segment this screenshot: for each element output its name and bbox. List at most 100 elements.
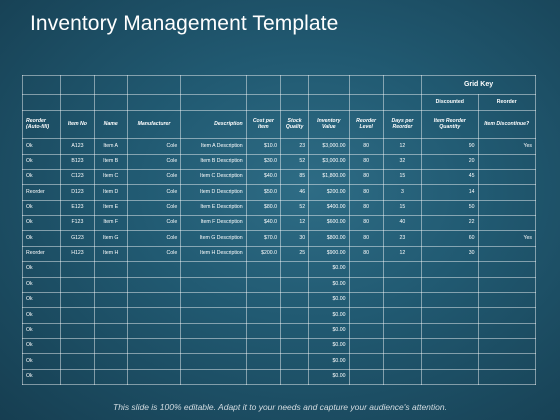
cell-inventory-value: $0.00	[308, 307, 350, 324]
cell-reorder-quantity: 30	[421, 245, 479, 263]
cell-description	[180, 291, 247, 309]
cell-days-per-reorder	[382, 353, 423, 370]
cell-reorder-quantity	[421, 368, 479, 386]
table-row: Ok $0.00	[21, 276, 536, 293]
cell-reorder-status: Ok	[21, 169, 62, 186]
cell-discontinue	[477, 245, 536, 263]
cell-manufacturer	[126, 276, 182, 293]
cell-description	[180, 368, 247, 386]
cell-days-per-reorder: 12	[382, 245, 423, 263]
empty-cell	[279, 74, 310, 96]
cell-item-no: C123	[60, 169, 95, 186]
cell-cost: $200.0	[245, 245, 281, 263]
empty-cell	[60, 94, 95, 111]
cell-item-no: D123	[60, 184, 95, 201]
empty-cell	[180, 94, 247, 111]
cell-inventory-value: $200.00	[308, 184, 350, 201]
header-inventory-value: Inventory Value	[308, 109, 350, 140]
cell-description: Item B Description	[180, 153, 247, 171]
cell-name	[93, 322, 128, 339]
cell-cost: $30.0	[245, 153, 281, 171]
cell-manufacturer	[126, 337, 182, 355]
table-row: Ok E123 Item E Cole Item E Description $80.0 5…	[21, 199, 536, 217]
empty-cell	[93, 74, 128, 96]
cell-name: Item E	[93, 199, 128, 217]
cell-stock: 85	[279, 169, 310, 186]
cell-item-no: A123	[60, 138, 95, 155]
empty-cell	[60, 74, 95, 96]
cell-stock	[279, 276, 310, 293]
cell-item-no	[60, 276, 95, 293]
cell-days-per-reorder	[382, 307, 423, 324]
cell-manufacturer	[126, 353, 182, 370]
grid-key-subheader-row: Discounted Reorder	[21, 94, 536, 111]
grid-key-title: Grid Key	[421, 74, 536, 96]
cell-reorder-status: Ok	[21, 291, 62, 309]
cell-stock: 46	[279, 184, 310, 201]
cell-inventory-value: $600.00	[308, 215, 350, 232]
grid-key-reorder: Reorder	[477, 94, 536, 111]
cell-discontinue	[477, 353, 536, 370]
empty-cell	[382, 74, 423, 96]
cell-cost: $50.0	[245, 184, 281, 201]
cell-reorder-status: Ok	[21, 307, 62, 324]
cell-stock: 12	[279, 215, 310, 232]
cell-discontinue	[477, 153, 536, 171]
cell-description	[180, 307, 247, 324]
cell-item-no: H123	[60, 245, 95, 263]
cell-reorder-level	[348, 322, 384, 339]
cell-manufacturer: Cole	[126, 169, 182, 186]
cell-inventory-value: $400.00	[308, 199, 350, 217]
cell-cost	[245, 337, 281, 355]
cell-name	[93, 276, 128, 293]
cell-inventory-value: $0.00	[308, 276, 350, 293]
cell-item-no: F123	[60, 215, 95, 232]
cell-inventory-value: $0.00	[308, 337, 350, 355]
cell-reorder-level: 80	[348, 169, 384, 186]
cell-description: Item D Description	[180, 184, 247, 201]
cell-reorder-level	[348, 337, 384, 355]
cell-item-no: G123	[60, 230, 95, 247]
cell-days-per-reorder: 3	[382, 184, 423, 201]
header-reorder-level: Reorder Level	[348, 109, 384, 140]
cell-cost: $40.0	[245, 215, 281, 232]
cell-manufacturer	[126, 291, 182, 309]
cell-reorder-status: Ok	[21, 322, 62, 339]
table-row: Reorder H123 Item H Cole Item H Description $…	[21, 245, 536, 263]
grid-key-discounted: Discounted	[421, 94, 479, 111]
cell-days-per-reorder	[382, 337, 423, 355]
cell-name	[93, 353, 128, 370]
table-row: Ok $0.00	[21, 307, 536, 324]
cell-inventory-value: $0.00	[308, 322, 350, 339]
header-stock-quality: Stock Quality	[279, 109, 310, 140]
cell-stock: 30	[279, 230, 310, 247]
cell-inventory-value: $3,000.00	[308, 153, 350, 171]
cell-reorder-status: Ok	[21, 276, 62, 293]
cell-item-no	[60, 353, 95, 370]
cell-description	[180, 261, 247, 278]
cell-reorder-level	[348, 307, 384, 324]
cell-name: Item D	[93, 184, 128, 201]
cell-inventory-value: $1,800.00	[308, 169, 350, 186]
empty-cell	[126, 74, 182, 96]
cell-cost	[245, 261, 281, 278]
cell-item-no	[60, 307, 95, 324]
cell-inventory-value: $3,000.00	[308, 138, 350, 155]
cell-discontinue: Yes	[477, 230, 536, 247]
cell-reorder-status: Ok	[21, 337, 62, 355]
empty-cell	[245, 74, 281, 96]
cell-reorder-level: 80	[348, 184, 384, 201]
cell-stock	[279, 307, 310, 324]
cell-description	[180, 322, 247, 339]
empty-cell	[245, 94, 281, 111]
cell-days-per-reorder: 40	[382, 215, 423, 232]
cell-reorder-level	[348, 276, 384, 293]
empty-cell	[382, 94, 423, 111]
empty-cell	[21, 74, 62, 96]
cell-stock	[279, 261, 310, 278]
cell-description	[180, 276, 247, 293]
cell-reorder-level: 80	[348, 199, 384, 217]
cell-cost: $40.0	[245, 169, 281, 186]
cell-discontinue	[477, 261, 536, 278]
table-row: Reorder D123 Item D Cole Item D Description $…	[21, 184, 536, 201]
